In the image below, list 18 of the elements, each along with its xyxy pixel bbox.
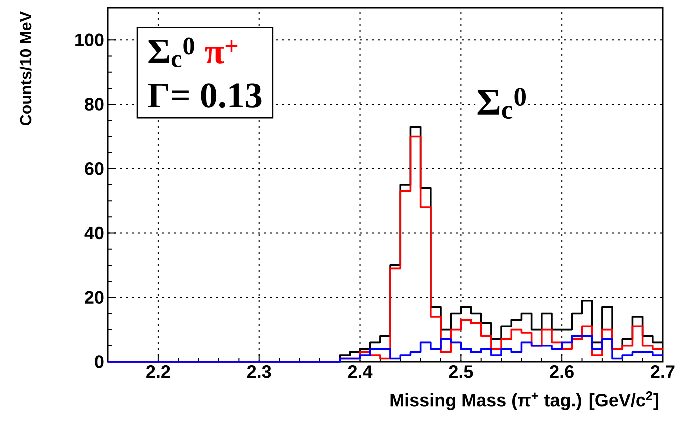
annotation: Σ$_{c}$$^{0}$ <box>478 88 526 120</box>
y-tick-label: 0 <box>95 356 104 368</box>
x-tick-label: 2.5 <box>449 366 474 378</box>
x-tick-label: 2.7 <box>651 366 675 378</box>
annotation: π$^{+}$ <box>205 40 238 64</box>
x-axis-title: Missing Mass (π$^{+}$ tag.) [GeV/c$^{2}$] <box>390 392 658 410</box>
y-tick-label: 100 <box>76 34 104 47</box>
y-tick-label: 60 <box>85 162 104 176</box>
x-tick-label: 2.3 <box>247 366 272 378</box>
y-tick-label: 80 <box>85 98 104 111</box>
y-axis-title: Counts/10 MeV <box>20 12 32 126</box>
annotation: Γ= 0.13 <box>148 84 262 108</box>
x-tick-label: 2.4 <box>348 366 373 378</box>
annotation: Σ$_{c}$$^{0}$ <box>148 38 194 68</box>
y-tick-label: 20 <box>85 291 104 304</box>
x-tick-label: 2.2 <box>146 366 170 378</box>
y-tick-label: 40 <box>84 226 104 240</box>
x-tick-label: 2.6 <box>550 366 574 378</box>
